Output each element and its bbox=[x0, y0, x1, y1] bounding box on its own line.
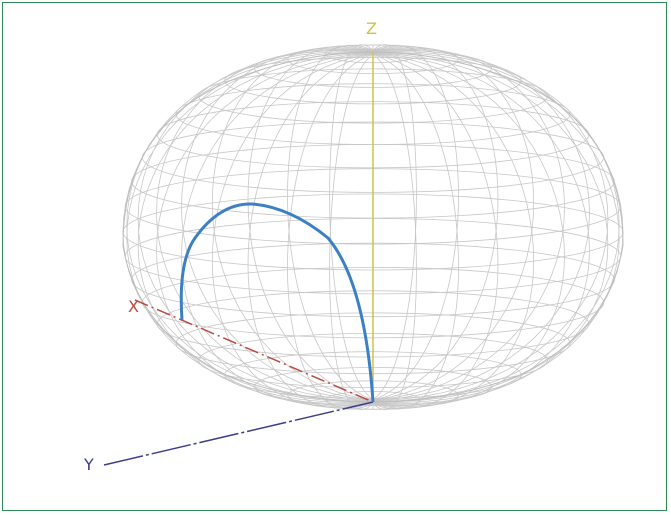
meridian-line bbox=[372, 52, 590, 406]
meridian-line bbox=[211, 53, 374, 408]
y-axis-line bbox=[103, 401, 374, 466]
meridian-line bbox=[329, 44, 374, 401]
pattern-arc-curve bbox=[179, 202, 375, 403]
meridian-line bbox=[372, 53, 499, 409]
meridian-line bbox=[211, 46, 374, 401]
z-axis-label: Z bbox=[366, 19, 377, 38]
meridian-line bbox=[372, 50, 609, 402]
meridian-line bbox=[372, 44, 417, 401]
meridian-line bbox=[372, 51, 620, 403]
meridian-line bbox=[247, 45, 374, 401]
y-axis-label: Y bbox=[83, 455, 94, 474]
meridian-line bbox=[181, 52, 374, 407]
meridian-line bbox=[137, 50, 374, 402]
meridian-line bbox=[137, 52, 374, 405]
meridian-line bbox=[247, 53, 374, 409]
meridian-line bbox=[126, 51, 374, 403]
meridian-line bbox=[372, 53, 535, 408]
meridian-line bbox=[372, 45, 499, 401]
x-axis-line bbox=[134, 299, 374, 403]
meridian-line bbox=[181, 47, 374, 402]
meridian-line bbox=[372, 46, 535, 401]
dome-outline bbox=[122, 51, 624, 403]
meridian-line bbox=[372, 52, 565, 407]
meridian-line bbox=[156, 49, 374, 402]
x-axis-label: X bbox=[128, 297, 139, 316]
meridian-line bbox=[372, 49, 590, 402]
figure-frame bbox=[2, 2, 667, 511]
meridian-line bbox=[372, 52, 609, 405]
meridian-line bbox=[126, 51, 374, 403]
meridian-line bbox=[372, 51, 620, 403]
